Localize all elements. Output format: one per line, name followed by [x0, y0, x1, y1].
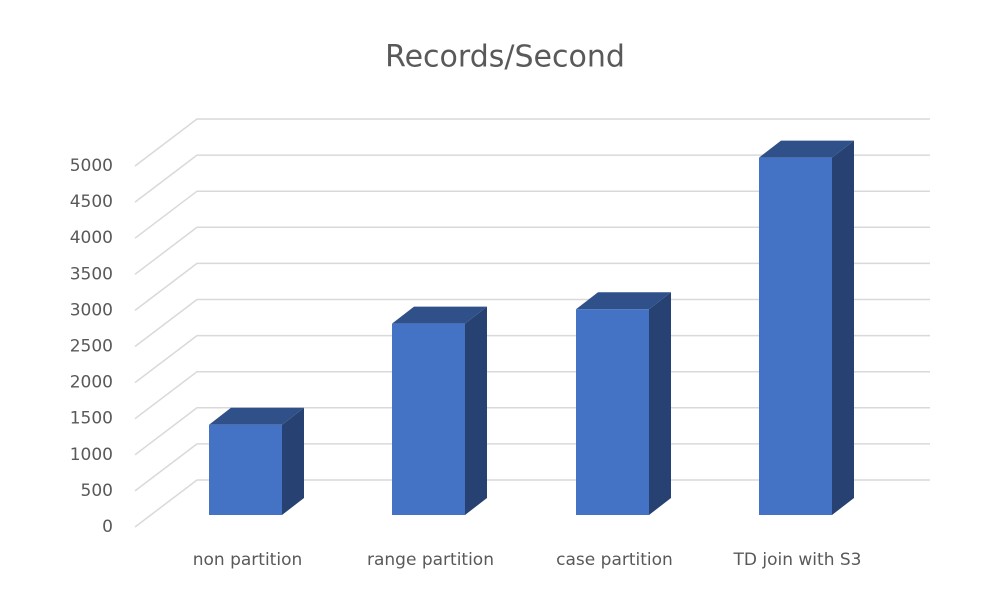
bar-top [576, 292, 671, 310]
bar [576, 292, 671, 515]
y-tick-label: 4500 [70, 192, 113, 212]
y-tick-label: 4000 [70, 228, 113, 248]
grid-line [134, 118, 930, 167]
x-tick-label: range partition [367, 550, 494, 570]
bar [759, 140, 854, 516]
y-tick-label: 2000 [70, 373, 113, 393]
x-tick-label: non partition [193, 550, 303, 570]
grid-line [134, 479, 930, 528]
bar-front [759, 157, 832, 516]
bar-side [465, 306, 487, 515]
x-tick-label: TD join with S3 [733, 550, 862, 570]
grid-line [134, 407, 930, 456]
bar-top [759, 140, 854, 158]
bar-front [209, 424, 282, 515]
grid-line [134, 226, 930, 275]
grid-line [134, 262, 930, 311]
bar [392, 306, 487, 515]
grid-line [134, 154, 930, 203]
bar-side [832, 140, 854, 516]
bar-side [282, 407, 304, 515]
y-tick-label: 5000 [70, 156, 113, 176]
y-tick-label: 1000 [70, 445, 113, 465]
y-tick-label: 3000 [70, 300, 113, 320]
grid-line [134, 334, 930, 384]
bar-top [392, 306, 487, 324]
y-tick-label: 1500 [70, 409, 113, 429]
y-tick-label: 3500 [70, 264, 113, 284]
grid-line [134, 190, 930, 239]
y-tick-label: 500 [81, 481, 113, 501]
bar-side [649, 292, 671, 515]
x-tick-label: case partition [556, 550, 673, 570]
grid-line [134, 443, 930, 492]
chart-title: Records/Second [385, 40, 625, 75]
bar-top [209, 407, 304, 425]
bar-front [392, 323, 465, 515]
bar-front [576, 309, 649, 515]
y-tick-label: 2500 [70, 337, 113, 357]
grid-line [134, 298, 930, 348]
grid-line [134, 370, 930, 420]
y-tick-label: 0 [102, 517, 113, 537]
bar [209, 407, 304, 515]
